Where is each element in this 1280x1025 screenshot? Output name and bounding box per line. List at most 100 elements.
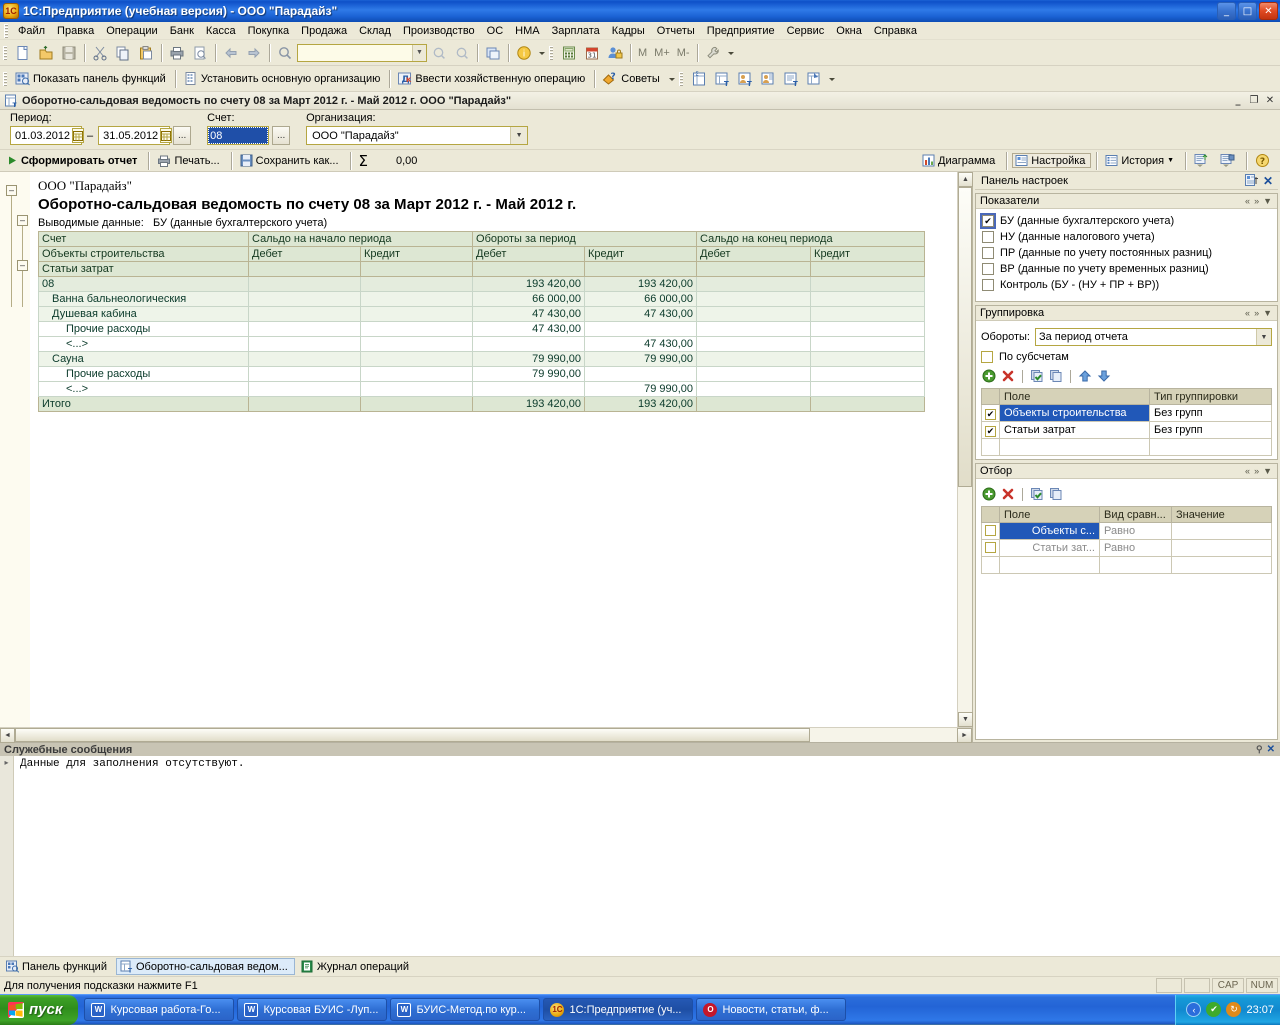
child-minimize-button[interactable]: _ (1230, 94, 1246, 108)
menu-item-operations[interactable]: Операции (100, 23, 163, 39)
info-dropdown-icon[interactable] (536, 42, 548, 64)
menu-item-edit[interactable]: Правка (51, 23, 100, 39)
paste-icon[interactable] (135, 42, 157, 64)
save-as-button[interactable]: Сохранить как... (237, 153, 345, 168)
chevron-down-icon[interactable]: ▼ (1261, 196, 1274, 206)
copy-icon[interactable] (112, 42, 134, 64)
memory-mplus-button[interactable]: M+ (651, 47, 673, 59)
calculator-icon[interactable] (558, 42, 580, 64)
indicator-checkbox-vr[interactable] (982, 263, 994, 275)
menu-item-file[interactable]: Файл (12, 23, 51, 39)
menu-item-nma[interactable]: НМА (509, 23, 545, 39)
toolbar-grip[interactable] (3, 46, 7, 60)
history-dropdown-icon[interactable]: ▼ (1167, 157, 1174, 164)
toolbar2-grip[interactable] (3, 72, 7, 86)
search-input[interactable] (298, 45, 412, 61)
memory-m-button[interactable]: M (635, 47, 650, 59)
report-vertical-scrollbar[interactable]: ▲ ▼ (957, 172, 972, 727)
table-row[interactable]: Статьи зат... Равно (982, 540, 1272, 557)
menu-item-os[interactable]: ОС (481, 23, 510, 39)
scroll-up-button[interactable]: ▲ (958, 172, 973, 187)
info-icon[interactable]: i (513, 42, 535, 64)
settings-panel-close-icon[interactable]: ✕ (1260, 173, 1276, 188)
menu-item-purchase[interactable]: Покупка (242, 23, 296, 39)
restore-settings-button[interactable] (1191, 152, 1215, 169)
journal-report-icon[interactable]: T (780, 68, 802, 90)
add-icon[interactable] (981, 486, 997, 502)
collapse-right-icon[interactable]: » (1252, 466, 1261, 476)
menu-item-reports[interactable]: Отчеты (651, 23, 701, 39)
turnover-report-icon[interactable]: T (711, 68, 733, 90)
grouping-row-checkbox[interactable]: ✔ (982, 422, 1000, 439)
table-row[interactable]: ✔ Статьи затрат Без групп (982, 422, 1272, 439)
indicator-row-vr[interactable]: ВР (данные по учету временных разниц) (982, 261, 1271, 277)
organization-dropdown-icon[interactable]: ▼ (510, 127, 527, 144)
calendar-from-icon[interactable] (72, 128, 84, 143)
indicator-row-pr[interactable]: ПР (данные по учету постоянных разниц) (982, 245, 1271, 261)
report-canvas[interactable]: – – – ООО "Парадайз" Оборотно-сальдовая … (0, 172, 957, 727)
print-button[interactable]: Печать... (154, 153, 225, 168)
open-icon[interactable] (35, 42, 57, 64)
organization-field[interactable]: ООО "Парадайз" ▼ (306, 126, 528, 145)
history-button[interactable]: История ▼ (1102, 153, 1180, 168)
indicator-row-control[interactable]: Контроль (БУ - (НУ + ПР + ВР)) (982, 277, 1271, 293)
diagram-button[interactable]: Диаграмма (919, 153, 1001, 168)
menu-item-bank[interactable]: Банк (164, 23, 200, 39)
table-row[interactable]: Ванна бальнеологическия 66 000,00 66 000… (39, 292, 925, 307)
settings-button[interactable]: Настройка (1012, 153, 1091, 168)
period-select-button[interactable]: ... (173, 126, 191, 145)
table-total-row[interactable]: Итого 193 420,00 193 420,00 (39, 397, 925, 412)
menu-item-sale[interactable]: Продажа (295, 23, 353, 39)
account-analysis-icon[interactable] (757, 68, 779, 90)
balance-report-icon[interactable]: Σ (688, 68, 710, 90)
search-next-icon[interactable] (428, 42, 450, 64)
tray-update-icon[interactable]: ↻ (1226, 1002, 1241, 1017)
chevron-down-icon[interactable]: ▼ (1256, 329, 1271, 345)
indicator-row-bu[interactable]: ✔ БУ (данные бухгалтерского учета) (982, 213, 1271, 229)
tray-shield-icon[interactable]: ✔ (1206, 1002, 1221, 1017)
set-main-org-button[interactable]: Установить основную организацию (180, 68, 386, 90)
reports-dropdown-icon[interactable] (826, 68, 838, 90)
delete-icon[interactable] (1000, 486, 1016, 502)
user-lock-icon[interactable] (604, 42, 626, 64)
tips-dropdown-icon[interactable] (666, 68, 678, 90)
menu-item-salary[interactable]: Зарплата (546, 23, 606, 39)
deselect-all-icon[interactable] (1048, 486, 1064, 502)
memory-mminus-button[interactable]: M- (674, 47, 693, 59)
collapse-right-icon[interactable]: » (1252, 308, 1261, 318)
indicator-checkbox-nu[interactable] (982, 231, 994, 243)
wrench-icon[interactable] (702, 42, 724, 64)
collapse-right-icon[interactable]: » (1252, 196, 1261, 206)
toolbar2-grip-2[interactable] (679, 72, 683, 86)
taskbar-item-3[interactable]: W БУИС-Метод.по кур... (390, 998, 540, 1021)
add-icon[interactable] (981, 368, 997, 384)
report-horizontal-scrollbar[interactable]: ◄ ► (0, 727, 972, 742)
vscroll-track[interactable] (958, 187, 972, 712)
collapse-left-icon[interactable]: « (1243, 196, 1252, 206)
toolbar-grip-2[interactable] (549, 46, 553, 60)
window-button-functions-panel[interactable]: Панель функций (2, 958, 114, 975)
indicator-checkbox-control[interactable] (982, 279, 994, 291)
close-button[interactable]: ✕ (1259, 2, 1278, 20)
menu-item-service[interactable]: Сервис (781, 23, 831, 39)
turnover-select[interactable]: За период отчета ▼ (1035, 328, 1272, 346)
grouping-table[interactable]: Поле Тип группировки ✔ Объекты строитель… (981, 388, 1272, 456)
windows-list-icon[interactable] (482, 42, 504, 64)
menu-item-warehouse[interactable]: Склад (353, 23, 397, 39)
menu-item-enterprise[interactable]: Предприятие (701, 23, 781, 39)
chevron-down-icon[interactable]: ▼ (412, 45, 426, 61)
search-combo[interactable]: ▼ (297, 44, 427, 62)
posting-report-icon[interactable] (803, 68, 825, 90)
hscroll-track[interactable] (15, 728, 957, 742)
table-row[interactable]: ✔ Объекты строительства Без групп (982, 405, 1272, 422)
move-down-icon[interactable] (1096, 368, 1112, 384)
period-to-field[interactable]: 31.05.2012 (98, 126, 170, 145)
account-card-icon[interactable]: T (734, 68, 756, 90)
tray-clock[interactable]: 23:07 (1246, 1004, 1274, 1016)
indicator-checkbox-pr[interactable] (982, 247, 994, 259)
redo-icon[interactable] (243, 42, 265, 64)
calendar-to-icon[interactable] (160, 128, 172, 143)
generate-report-button[interactable]: Сформировать отчет (4, 154, 143, 168)
table-row[interactable]: Объекты с... Равно (982, 523, 1272, 540)
